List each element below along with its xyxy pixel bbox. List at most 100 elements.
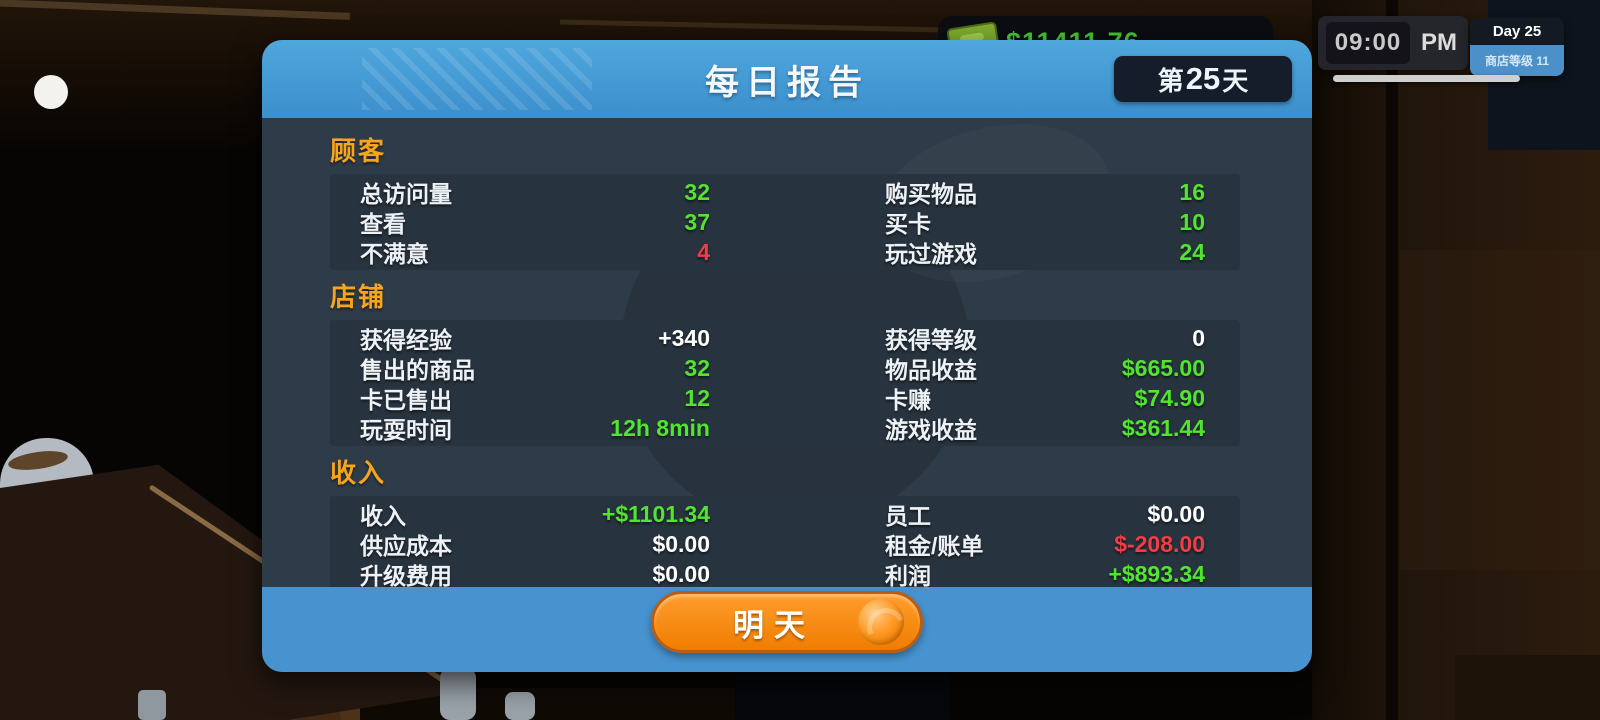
clock-panel: 09:00 PM (1318, 16, 1468, 70)
stat-row: 卡已售出 12 卡赚 $74.90 (330, 381, 1240, 415)
stat-value: $361.44 (1121, 414, 1205, 441)
stat-cell: 利润 +$893.34 (785, 557, 1240, 588)
table-leg (505, 692, 535, 720)
stat-label: 买卡 (885, 211, 931, 237)
tomorrow-button[interactable]: 明天 (651, 591, 923, 653)
stat-row: 获得经验 +340 获得等级 0 (330, 321, 1240, 355)
door-panel (1400, 250, 1600, 570)
tomorrow-button-label: 明天 (733, 607, 815, 643)
section-rows: 总访问量 32 购买物品 16 查看 37 买卡 10 不满意 4 玩过游戏 24 (330, 174, 1240, 270)
stat-label: 查看 (360, 211, 406, 237)
stat-value: 4 (697, 238, 710, 265)
stat-value: +340 (658, 324, 710, 351)
stat-cell: 查看 37 (330, 205, 785, 239)
dialog-body: 顾客 总访问量 32 购买物品 16 查看 37 买卡 10 不满意 4 玩过游戏 24 店铺 获得经验 +3… (262, 118, 1312, 587)
day-badge-suffix: 天 (1222, 65, 1249, 96)
stat-cell: 不满意 4 (330, 235, 785, 269)
stat-value: $-208.00 (1114, 530, 1205, 557)
stat-label: 售出的商品 (360, 357, 475, 383)
stat-cell: 物品收益 $665.00 (785, 351, 1240, 385)
section-header: 店铺 (330, 282, 387, 312)
stat-label: 获得经验 (360, 327, 452, 353)
stat-value: +$893.34 (1108, 560, 1205, 587)
shop-level-badge: 商店等级 11 (1470, 45, 1564, 76)
floor-patch (1455, 655, 1600, 720)
report-sections: 顾客 总访问量 32 购买物品 16 查看 37 买卡 10 不满意 4 玩过游戏 24 店铺 获得经验 +3… (262, 118, 1312, 587)
report-section: 店铺 获得经验 +340 获得等级 0 售出的商品 32 物品收益 $665.00 卡已售出 12 卡… (330, 280, 1240, 446)
stat-row: 不满意 4 玩过游戏 24 (330, 235, 1240, 269)
stat-value: 16 (1179, 178, 1205, 205)
report-section: 顾客 总访问量 32 购买物品 16 查看 37 买卡 10 不满意 4 玩过游戏 24 (330, 134, 1240, 270)
stat-row: 玩耍时间 12h 8min 游戏收益 $361.44 (330, 411, 1240, 445)
day-panel: Day 25 商店等级 11 (1470, 18, 1564, 76)
stat-value: $0.00 (652, 530, 710, 557)
stat-label: 升级费用 (360, 563, 452, 587)
report-section: 收入 收入 +$1101.34 员工 $0.00 供应成本 $0.00 租金/账单 $-208.… (330, 456, 1240, 587)
stat-label: 总访问量 (360, 181, 452, 207)
stat-label: 收入 (360, 503, 406, 529)
day-badge-prefix: 第 (1157, 65, 1184, 96)
stat-cell: 获得等级 0 (785, 321, 1240, 355)
stat-label: 租金/账单 (885, 533, 984, 559)
stat-cell: 供应成本 $0.00 (330, 527, 785, 561)
stat-value: 12h 8min (610, 414, 710, 441)
day-badge-number: 25 (1185, 61, 1221, 96)
stat-label: 卡赚 (885, 387, 931, 413)
stat-cell: 获得经验 +340 (330, 321, 785, 355)
cursor-dot (34, 75, 68, 109)
stat-value: $665.00 (1121, 354, 1205, 381)
dialog-footer: 明天 (262, 587, 1312, 672)
stat-value: 32 (684, 354, 710, 381)
stat-cell: 员工 $0.00 (785, 497, 1240, 531)
section-rows: 获得经验 +340 获得等级 0 售出的商品 32 物品收益 $665.00 卡已售出 12 卡赚 $… (330, 320, 1240, 446)
clock-meridiem: PM (1421, 29, 1457, 56)
stat-label: 玩过游戏 (885, 241, 977, 267)
stat-label: 游戏收益 (885, 417, 977, 443)
stat-label: 利润 (885, 563, 931, 587)
stat-cell: 游戏收益 $361.44 (785, 411, 1240, 445)
stat-label: 获得等级 (885, 327, 977, 353)
stat-label: 员工 (885, 503, 931, 529)
stat-label: 供应成本 (360, 533, 452, 559)
stat-value: 12 (684, 384, 710, 411)
clock-time: 09:00 (1326, 22, 1410, 64)
stat-label: 玩耍时间 (360, 417, 452, 443)
stat-row: 供应成本 $0.00 租金/账单 $-208.00 (330, 527, 1240, 561)
stat-cell: 租金/账单 $-208.00 (785, 527, 1240, 561)
tomorrow-button-orb-icon (858, 599, 904, 645)
header-pattern (362, 48, 592, 110)
stat-value: $0.00 (652, 560, 710, 587)
section-header: 顾客 (330, 136, 387, 166)
stat-cell: 收入 +$1101.34 (330, 497, 785, 531)
day-counter: Day 25 (1470, 18, 1564, 45)
stat-row: 收入 +$1101.34 员工 $0.00 (330, 497, 1240, 531)
stat-value: $0.00 (1147, 500, 1205, 527)
table-leg (440, 668, 476, 720)
exp-progress-bar (1333, 75, 1520, 82)
stat-label: 卡已售出 (360, 387, 452, 413)
stat-label: 购买物品 (885, 181, 977, 207)
stat-value: 24 (1179, 238, 1205, 265)
stat-cell: 售出的商品 32 (330, 351, 785, 385)
stat-cell: 卡赚 $74.90 (785, 381, 1240, 415)
table-leg (138, 690, 166, 720)
stat-label: 物品收益 (885, 357, 977, 383)
stat-value: +$1101.34 (601, 500, 710, 527)
stat-value: 32 (684, 178, 710, 205)
stat-value: 0 (1192, 324, 1205, 351)
stat-cell: 升级费用 $0.00 (330, 557, 785, 588)
stat-row: 升级费用 $0.00 利润 +$893.34 (330, 557, 1240, 588)
stat-row: 查看 37 买卡 10 (330, 205, 1240, 239)
day-badge: 第 25 天 (1114, 56, 1292, 102)
section-header: 收入 (330, 458, 387, 488)
stat-cell: 玩过游戏 24 (785, 235, 1240, 269)
stat-cell: 卡已售出 12 (330, 381, 785, 415)
stat-row: 总访问量 32 购买物品 16 (330, 175, 1240, 209)
stat-value: $74.90 (1134, 384, 1205, 411)
stat-cell: 买卡 10 (785, 205, 1240, 239)
stat-cell: 总访问量 32 (330, 175, 785, 209)
wall-divider (1386, 0, 1398, 720)
stat-label: 不满意 (360, 241, 429, 267)
dialog-title: 每日报告 (705, 63, 869, 102)
stat-cell: 玩耍时间 12h 8min (330, 411, 785, 445)
